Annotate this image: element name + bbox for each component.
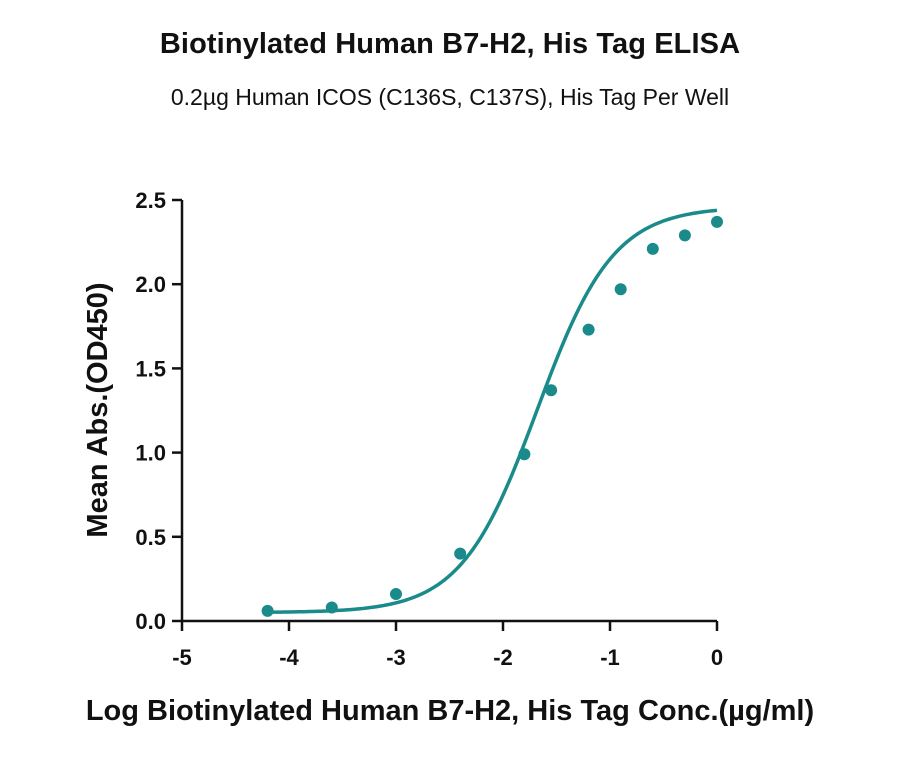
chart-subtitle: 0.2µg Human ICOS (C136S, C137S), His Tag…	[170, 84, 730, 110]
data-point	[678, 229, 691, 242]
x-tick-label: -1	[600, 645, 620, 670]
x-axis-title: Log Biotinylated Human B7-H2, His Tag Co…	[86, 695, 814, 727]
data-point	[711, 215, 723, 228]
y-tick-label: 2.5	[135, 188, 166, 213]
y-axis-ticks: 0.0 0.5 1.0 1.5 2.0 2.5	[135, 188, 182, 634]
y-tick-label: 0.0	[135, 609, 166, 634]
x-tick-label: -4	[279, 645, 299, 670]
y-tick-label: 1.0	[135, 441, 166, 466]
data-points	[261, 215, 723, 617]
data-point	[518, 448, 531, 461]
data-point	[646, 242, 659, 255]
data-point	[545, 384, 558, 397]
axes	[180, 200, 717, 623]
y-tick-label: 0.5	[135, 525, 166, 550]
y-tick-label: 1.5	[135, 356, 166, 381]
data-point	[325, 601, 338, 614]
data-point	[614, 283, 627, 296]
x-tick-label: -3	[386, 645, 406, 670]
x-axis-ticks: -5 -4 -3 -2 -1 0	[172, 621, 723, 670]
data-point	[582, 323, 595, 336]
chart-title: Biotinylated Human B7-H2, His Tag ELISA	[159, 28, 741, 60]
x-tick-label: -2	[493, 645, 513, 670]
data-point	[390, 588, 402, 601]
data-point	[261, 604, 274, 617]
data-point	[454, 547, 467, 560]
fit-curve	[267, 208, 718, 614]
x-tick-label: 0	[711, 645, 723, 670]
y-axis-title: Mean Abs.(OD450)	[82, 282, 114, 537]
y-tick-label: 2.0	[135, 272, 166, 297]
x-tick-label: -5	[172, 645, 192, 670]
